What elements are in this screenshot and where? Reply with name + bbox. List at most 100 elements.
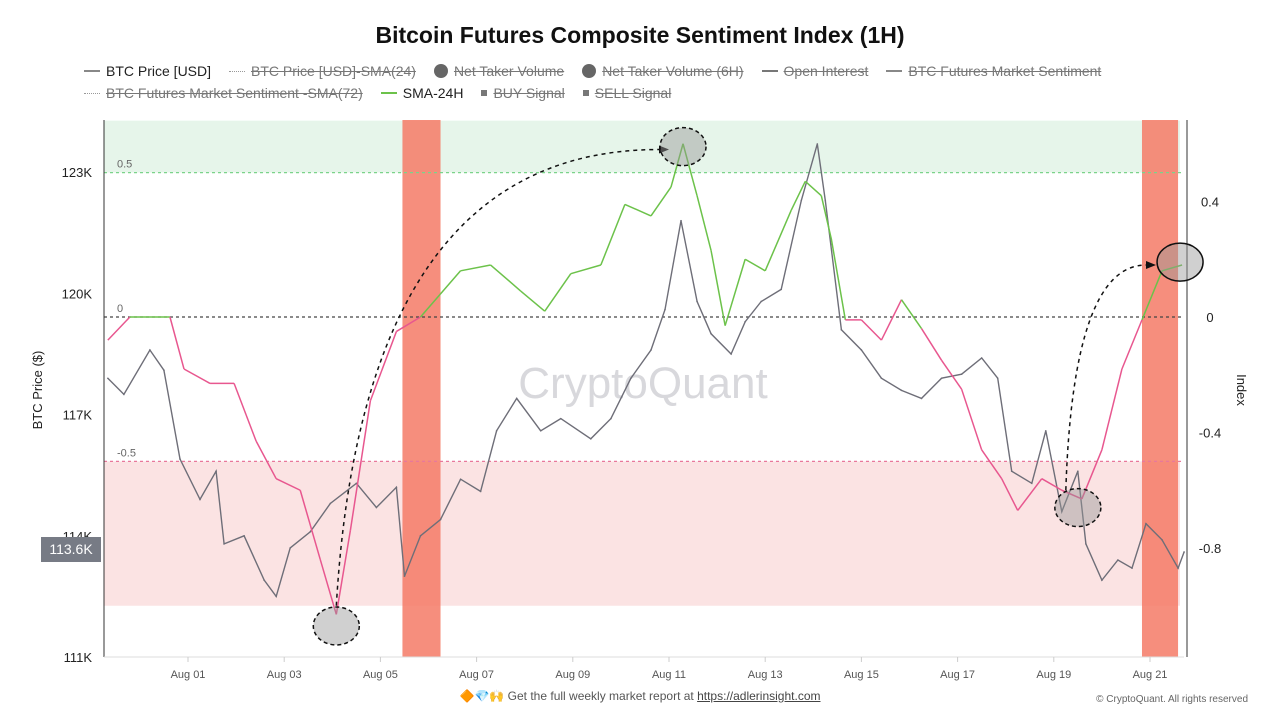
sma-24h-segment <box>369 331 398 402</box>
y-right-tick-label: 0 <box>1206 310 1213 325</box>
sma-24h-segment <box>169 316 185 370</box>
sma-24h-segment <box>1121 319 1143 370</box>
sma-24h-segment <box>255 440 277 480</box>
y-left-tick-label: 123K <box>62 165 93 180</box>
dotted-line-swatch-icon <box>229 70 246 72</box>
btc-price-point <box>459 478 462 481</box>
watermark-logo: CryptoQuant <box>518 359 767 408</box>
sma-24h-segment <box>275 478 301 491</box>
highlight-circle <box>312 606 361 646</box>
legend-row-1: BTC Price [USD] BTC Price [USD]-SMA(24) … <box>84 63 1101 79</box>
btc-price-point <box>395 486 398 489</box>
btc-price-point <box>289 547 292 549</box>
y-right-tick-label: -0.4 <box>1199 426 1221 441</box>
legend-item-buy-signal[interactable]: BUY Signal <box>481 85 565 101</box>
btc-price-point <box>840 328 843 331</box>
line-dot-swatch-icon <box>761 70 778 72</box>
sma-24h-segment <box>940 359 963 390</box>
btc-price-point <box>179 458 181 460</box>
btc-price-point <box>1117 559 1119 561</box>
legend-item-sentiment-sma72[interactable]: BTC Futures Market Sentiment -SMA(72) <box>84 85 363 101</box>
highlight-circle <box>1054 487 1102 528</box>
y-right-axis-title: Index <box>1234 374 1249 406</box>
legend-item-btc-price[interactable]: BTC Price [USD] <box>84 63 211 79</box>
legend-item-futures-sentiment[interactable]: BTC Futures Market Sentiment <box>886 63 1101 79</box>
dot-swatch-icon <box>433 64 448 78</box>
x-tick-label: Aug 07 <box>459 669 494 681</box>
sma-24h-segment <box>419 293 442 318</box>
btc-price-point <box>263 579 265 582</box>
btc-price-point <box>223 543 225 545</box>
y-right-tick-label: -0.8 <box>1199 541 1221 556</box>
btc-price-point <box>275 595 277 598</box>
x-tick-label: Aug 17 <box>940 669 975 681</box>
sma-24h-segment <box>1101 368 1123 451</box>
line-swatch-icon <box>84 70 100 72</box>
btc-price-point <box>1183 551 1185 553</box>
threshold-label: 0 <box>117 303 123 315</box>
btc-price-point <box>880 377 883 380</box>
x-tick-label: Aug 03 <box>267 669 302 681</box>
footer-link[interactable]: https://adlerinsight.com <box>697 689 821 703</box>
btc-price-point <box>479 490 482 493</box>
btc-price-point <box>559 417 562 420</box>
btc-price-point <box>610 417 612 420</box>
sma-24h-segment <box>1001 478 1019 511</box>
btc-price-point <box>980 357 983 359</box>
btc-price-point <box>1145 522 1147 525</box>
legend-item-btc-price-sma[interactable]: BTC Price [USD]-SMA(24) <box>229 63 416 79</box>
legend-item-sell-signal[interactable]: SELL Signal <box>582 85 671 101</box>
btc-price-point <box>1177 567 1179 569</box>
x-tick-label: Aug 15 <box>844 669 879 681</box>
sma-24h-segment <box>349 400 372 531</box>
sma-24h-segment <box>900 299 923 329</box>
legend-item-net-taker-volume[interactable]: Net Taker Volume <box>433 63 564 79</box>
btc-price-point <box>403 575 406 577</box>
sell-band <box>402 120 441 657</box>
sma-24h-segment <box>520 290 546 312</box>
btc-price-point <box>515 397 518 400</box>
btc-price-point <box>730 353 732 355</box>
sma-24h-segment <box>682 143 698 196</box>
sma-24h-segment <box>830 238 847 321</box>
sma-24h-segment <box>439 270 462 295</box>
sma-24h-segment <box>981 449 1003 480</box>
btc-price-point <box>744 320 746 323</box>
sma-24h-segment <box>600 204 626 266</box>
btc-price-point <box>824 199 827 202</box>
sma-24h-segment <box>1161 264 1183 272</box>
sma-24h-segment <box>804 180 822 197</box>
bear-zone <box>104 461 1180 606</box>
threshold-label: -0.5 <box>117 447 136 459</box>
legend-item-sma-24h[interactable]: SMA-24H <box>380 85 463 101</box>
btc-price-point <box>123 393 125 396</box>
btc-price-point <box>1061 510 1063 513</box>
chart-title: Bitcoin Futures Composite Sentiment Inde… <box>375 22 905 48</box>
sma-24h-segment <box>570 264 602 275</box>
y-left-axis-title: BTC Price ($) <box>30 351 45 430</box>
x-tick-label: Aug 21 <box>1133 669 1168 681</box>
y-left-tick-label: 111K <box>64 650 93 665</box>
arrowhead-icon <box>1146 261 1157 270</box>
footer: 🔶💎🙌 Get the full weekly market report at… <box>0 689 1280 703</box>
btc-price-point <box>696 300 698 303</box>
x-tick-label: Aug 05 <box>363 669 398 681</box>
btc-price-point <box>940 377 943 380</box>
x-tick-label: Aug 09 <box>555 669 590 681</box>
y-right-tick-label: 0.4 <box>1201 195 1219 210</box>
btc-price-point <box>860 349 863 351</box>
btc-price-point <box>215 470 217 472</box>
sma-24h-segment <box>960 388 983 451</box>
btc-price-point <box>960 373 963 376</box>
btc-price-point <box>680 219 682 222</box>
btc-price-point <box>816 143 819 145</box>
legend-item-open-interest[interactable]: Open Interest <box>761 63 868 79</box>
sma-24h-segment <box>107 316 131 341</box>
current-price-label: 113.6K <box>41 537 101 562</box>
x-tick-label: Aug 19 <box>1036 669 1071 681</box>
sma-24h-segment <box>299 490 321 560</box>
legend-item-net-taker-volume-6h[interactable]: Net Taker Volume (6H) <box>582 63 744 79</box>
sma-24h-segment <box>544 273 572 312</box>
dotted-line-swatch-icon <box>84 92 100 94</box>
